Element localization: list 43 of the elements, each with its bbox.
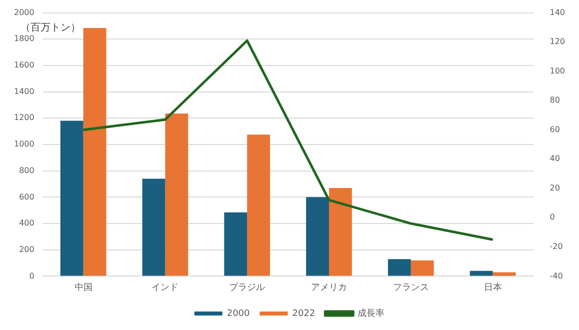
y-tick-label: 1800: [14, 34, 34, 44]
legend-label: 2000: [226, 308, 250, 319]
y-tick-label: 1000: [14, 140, 34, 149]
y-tick-label: 1600: [14, 60, 34, 70]
y2-tick-label: 60: [550, 124, 560, 134]
y2-tick-label: 40: [550, 154, 560, 164]
bar: [388, 259, 411, 276]
y-tick-label: 1200: [14, 113, 34, 122]
bar: [224, 212, 248, 276]
bar: [165, 114, 188, 276]
bar: [410, 260, 434, 276]
y-tick-label: 200: [19, 244, 34, 254]
bar: [142, 178, 166, 276]
x-tick-label: ブラジル: [229, 282, 266, 293]
y-tick-label: 1400: [14, 86, 34, 96]
bar: [328, 188, 352, 276]
y2-tick-label: -40: [550, 271, 563, 280]
y-tick-label: 600: [19, 192, 34, 202]
y-tick-label: 0: [29, 271, 34, 280]
bar: [470, 270, 493, 276]
bar: [83, 28, 106, 276]
bar: [306, 197, 329, 276]
y2-tick-label: 20: [550, 183, 560, 192]
legend-label: 成長率: [358, 308, 385, 319]
x-tick-label: アメリカ: [310, 282, 347, 293]
y2-tick-label: 120: [550, 37, 566, 46]
bar: [247, 134, 270, 276]
y-tick-label: 2000: [14, 8, 34, 17]
x-tick-label: 中国: [74, 282, 92, 293]
y2-tick-label: 140: [550, 8, 566, 17]
y2-tick-label: 80: [550, 96, 560, 105]
legend-label: 2022: [292, 308, 316, 319]
y2-tick-label: 100: [550, 66, 566, 76]
x-tick-label: フランス: [392, 282, 429, 293]
y2-tick-label: -20: [550, 242, 563, 252]
x-tick-label: 日本: [484, 282, 502, 293]
bar: [492, 272, 516, 276]
y-tick-label: 400: [19, 218, 34, 228]
y2-tick-label: 0: [550, 212, 555, 222]
y-tick-label: 800: [19, 166, 34, 175]
x-tick-label: インド: [152, 282, 179, 293]
y-axis-title: （百万トン）: [20, 22, 80, 34]
bar: [60, 120, 84, 276]
